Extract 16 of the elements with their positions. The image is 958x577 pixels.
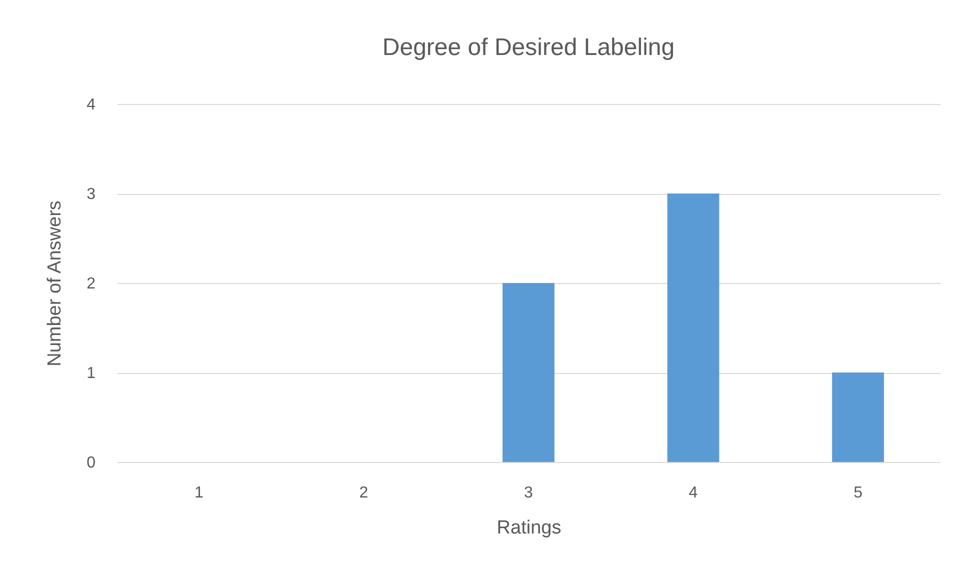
x-tick-label: 4 xyxy=(688,484,698,502)
chart-title: Degree of Desired Labeling xyxy=(382,34,675,61)
bar xyxy=(667,194,720,462)
bar xyxy=(502,283,554,462)
bar xyxy=(832,372,884,462)
x-tick-label: 1 xyxy=(194,484,204,502)
x-tick-label: 5 xyxy=(854,484,863,502)
y-tick-label: 3 xyxy=(86,186,96,203)
y-axis-title: Number of Answers xyxy=(44,200,66,366)
x-tick-label: 3 xyxy=(524,484,534,502)
x-axis-title: Ratings xyxy=(496,518,562,538)
y-tick-label: 2 xyxy=(86,276,96,292)
y-tick-label: 4 xyxy=(86,96,96,114)
x-tick-label: 2 xyxy=(359,484,368,502)
y-tick-label: 1 xyxy=(86,365,96,382)
y-tick-label: 0 xyxy=(86,454,96,472)
